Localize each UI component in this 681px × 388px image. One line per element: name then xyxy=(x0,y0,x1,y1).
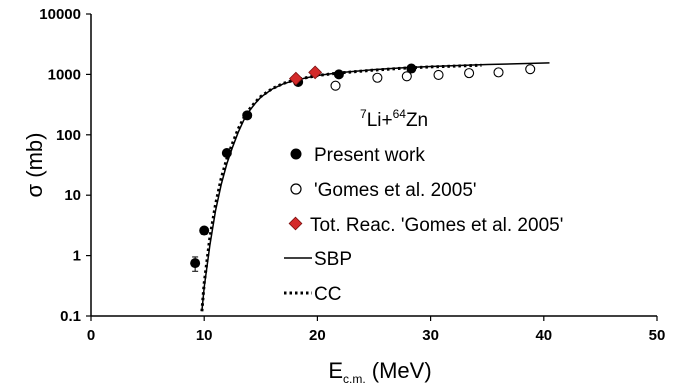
x-tick-labels: 0 10 20 30 40 50 xyxy=(87,316,666,344)
legend-item-sbp: SBP xyxy=(284,249,352,270)
x-tick-label: 0 xyxy=(87,327,95,344)
present-work-point xyxy=(199,225,210,236)
cc-curve xyxy=(200,63,482,312)
gomes-point xyxy=(433,69,444,80)
legend-label: SBP xyxy=(314,249,352,270)
model-curves xyxy=(200,62,550,312)
legend-item-cc: CC xyxy=(284,284,341,305)
data-points xyxy=(190,63,536,272)
legend-marker-filled-circle xyxy=(290,148,302,160)
legend-item-gomes: 'Gomes et al. 2005' xyxy=(290,180,477,201)
y-tick-label: 10000 xyxy=(39,6,81,23)
present-work-point xyxy=(190,258,201,269)
x-tick-label: 30 xyxy=(422,327,439,344)
y-tick-label: 0.1 xyxy=(60,308,81,325)
y-tick-label: 1000 xyxy=(48,66,81,83)
legend: Present work 'Gomes et al. 2005' Tot. Re… xyxy=(284,145,563,305)
present-work-point xyxy=(221,147,232,158)
gomes-point xyxy=(372,72,383,83)
x-axis-label: Ec.m. (MeV) xyxy=(328,358,431,386)
total-reaction-point xyxy=(308,65,323,80)
x-tick-label: 10 xyxy=(196,327,213,344)
present-work-point xyxy=(333,69,344,80)
gomes-point xyxy=(330,80,341,91)
legend-label: Tot. Reac. 'Gomes et al. 2005' xyxy=(310,215,563,236)
legend-marker-diamond xyxy=(288,216,303,231)
x-tick-label: 20 xyxy=(309,327,326,344)
legend-item-present-work: Present work xyxy=(290,145,425,166)
legend-label: Present work xyxy=(314,145,425,166)
present-work-point xyxy=(406,63,417,74)
x-tick-label: 40 xyxy=(535,327,552,344)
y-tick-label: 10 xyxy=(64,187,81,204)
total-reaction-point xyxy=(288,71,303,86)
reaction-annotation: 7Li+64Zn xyxy=(360,107,428,131)
plot-frame xyxy=(90,14,657,317)
legend-marker-open-circle xyxy=(290,183,302,195)
legend-item-total-reaction: Tot. Reac. 'Gomes et al. 2005' xyxy=(288,215,563,236)
y-tick-labels: 0.1 1 10 100 1000 10000 xyxy=(39,6,91,325)
gomes-point xyxy=(525,64,536,75)
gomes-point xyxy=(493,67,504,78)
gomes-point xyxy=(401,71,412,82)
y-axis-label: σ (mb) xyxy=(22,133,47,198)
present-work-point xyxy=(242,110,253,121)
y-tick-label: 100 xyxy=(56,127,81,144)
gomes-point xyxy=(464,68,475,79)
legend-label: 'Gomes et al. 2005' xyxy=(314,180,477,201)
x-tick-label: 50 xyxy=(649,327,666,344)
legend-label: CC xyxy=(314,284,341,305)
y-tick-label: 1 xyxy=(73,248,81,265)
